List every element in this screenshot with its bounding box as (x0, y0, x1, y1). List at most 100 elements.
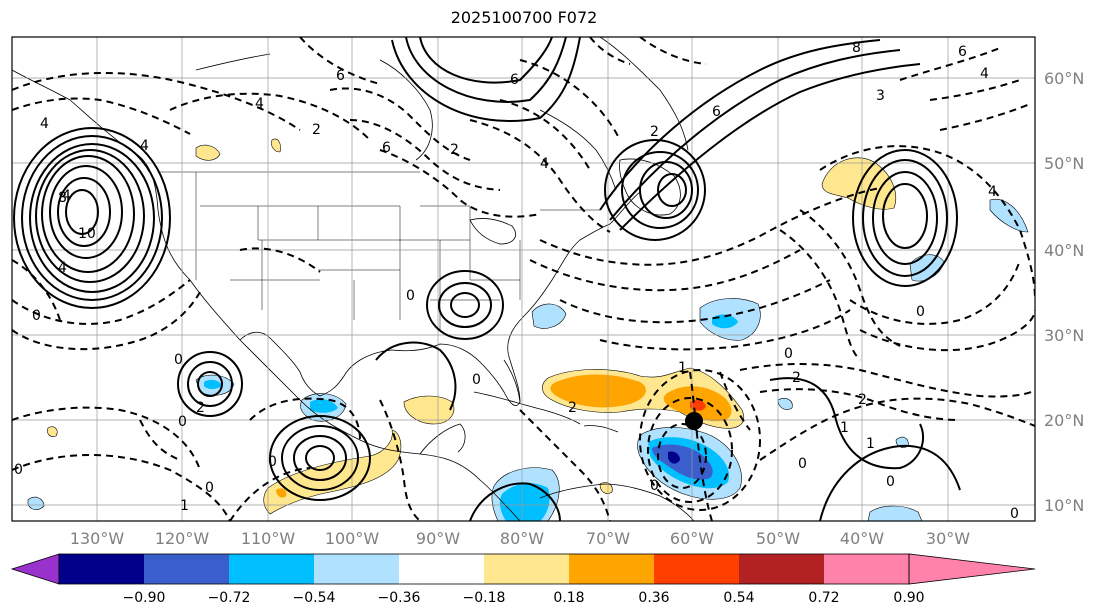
contour-label: 2 (650, 124, 659, 140)
contour-label: 2 (196, 400, 205, 416)
contour-label: 1 (840, 420, 849, 436)
contour-label: 4 (540, 156, 549, 172)
colorbar: −0.90 −0.72 −0.54 −0.36 −0.18 0.18 0.36 … (10, 553, 1036, 606)
shade-negative-r (27, 496, 45, 510)
shade-positive-l (47, 426, 58, 437)
lon-label: 130°W (70, 529, 125, 548)
shade-positive-f (276, 488, 287, 498)
contour-label: 3 (876, 88, 885, 104)
dashed-contours (12, 37, 1035, 521)
colorbar-tick: −0.54 (293, 590, 336, 606)
lat-label: 50°N (1044, 154, 1084, 173)
contour-label: 0 (205, 480, 214, 496)
graticule (12, 37, 1035, 521)
contour-label: 0 (916, 304, 925, 320)
contour-label: 4 (62, 188, 71, 204)
contour-label: 2 (858, 392, 867, 408)
map-area (12, 37, 1035, 521)
contour-label: 0 (1010, 506, 1019, 522)
contour-label: 8 (58, 190, 67, 206)
lat-label: 40°N (1044, 241, 1084, 260)
map-title: 2025100700 F072 (450, 8, 598, 27)
colorbar-tick: 0.90 (893, 590, 924, 606)
colorbar-tick: 0.72 (808, 590, 839, 606)
hispaniola (583, 425, 619, 433)
colorbar-segment (59, 554, 144, 584)
yucatan (419, 423, 466, 455)
colorbar-tick: 0.36 (638, 590, 669, 606)
colorbar-tick: 0.54 (723, 590, 754, 606)
contour-label: 0 (472, 372, 481, 388)
state-borders (158, 171, 600, 330)
colorbar-segment (399, 554, 484, 584)
contour-label: 10 (78, 226, 96, 242)
lon-label: 60°W (670, 529, 714, 548)
shade-negative-g (531, 303, 567, 329)
colorbar-tick: −0.36 (378, 590, 421, 606)
contour-label: 0 (784, 346, 793, 362)
north-america-interior-coast (239, 191, 641, 406)
contour-label: 6 (382, 140, 391, 156)
shade-negative-d (668, 451, 680, 464)
lon-label: 50°W (756, 529, 800, 548)
hudson-bay (379, 59, 433, 161)
colorbar-tick: −0.18 (463, 590, 506, 606)
contour-label: 0 (406, 288, 415, 304)
colorbar-tick: −0.90 (123, 590, 166, 606)
contour-label: 2 (568, 400, 577, 416)
contour-label: 8 (852, 40, 861, 56)
contour-label: 4 (58, 260, 67, 276)
greenland (599, 37, 689, 151)
contour-label: 0 (650, 478, 659, 494)
colorbar-extend-max (908, 553, 1036, 585)
lat-label: 60°N (1044, 69, 1084, 88)
contour-label: 6 (336, 68, 345, 84)
contour-label: 0 (886, 474, 895, 490)
contour-label: 4 (140, 138, 149, 154)
contour-label: 4 (40, 116, 49, 132)
contour-label: 4 (988, 184, 997, 200)
solid-contours (13, 37, 961, 521)
lon-label: 120°W (155, 529, 210, 548)
contour-label: 2 (312, 122, 321, 138)
shade-negative-i (204, 379, 222, 389)
contour-label: 0 (174, 352, 183, 368)
south-america-north (539, 483, 695, 521)
lon-label: 30°W (926, 529, 970, 548)
contour-label: 0 (798, 456, 807, 472)
colorbar-segment (144, 554, 229, 584)
shade-positive-k (599, 482, 613, 494)
shade-negative-q (777, 398, 793, 410)
shade-negative-m (499, 483, 550, 521)
colorbar-segment (484, 554, 569, 584)
lon-label: 110°W (241, 529, 296, 548)
shade-negative-c (652, 444, 713, 480)
contour-label: 0 (178, 414, 187, 430)
colorbar-segment (739, 554, 824, 584)
storm-center-marker (685, 412, 703, 430)
arctic-islands (195, 53, 271, 71)
shade-negative-k (310, 399, 338, 413)
colorbar-tick: 0.18 (553, 590, 584, 606)
labrador (539, 109, 617, 191)
contour-label: 0 (14, 462, 23, 478)
shade-negative-p (867, 505, 923, 521)
lat-label: 20°N (1044, 411, 1084, 430)
contour-label: 2 (792, 370, 801, 386)
colorbar-tick: −0.72 (208, 590, 251, 606)
lon-label: 40°W (840, 529, 884, 548)
contour-label: 0 (32, 308, 41, 324)
lon-label: 100°W (325, 529, 380, 548)
contour-label: 2 (450, 142, 459, 158)
contour-label: 6 (712, 104, 721, 120)
contour-label: 6 (510, 72, 519, 88)
colorbar-segment (229, 554, 314, 584)
contour-label: 4 (980, 66, 989, 82)
colorbar-extend-min (10, 553, 60, 585)
shade-positive-j (271, 138, 281, 153)
shade-positive-b (550, 374, 646, 408)
colorbar-segment (824, 554, 909, 584)
lon-label: 80°W (500, 529, 544, 548)
contour-label: 1 (180, 498, 189, 514)
